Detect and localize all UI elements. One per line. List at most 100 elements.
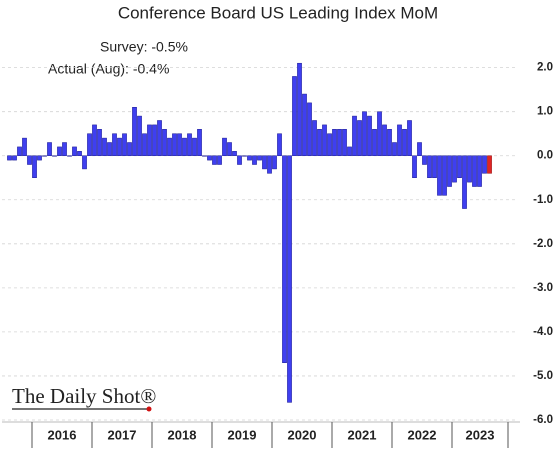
bar [87,133,92,156]
bar [32,155,37,178]
bar [252,155,257,165]
bar [407,120,412,156]
bar [447,155,452,187]
bar [317,129,322,156]
bar [142,133,147,156]
bar [382,124,387,156]
bar [487,155,492,174]
annotation: Survey: -0.5% [100,39,188,55]
bar [337,129,342,156]
bar [92,124,97,156]
y-tick-label: -1.0 [533,194,553,206]
bar [22,137,27,156]
bar [107,142,112,156]
bar [102,137,107,156]
bar [442,155,447,196]
bar [357,120,362,156]
x-tick-label: 2023 [466,427,495,442]
x-tick-label: 2022 [408,427,437,442]
bar [117,137,122,156]
bar [12,155,17,161]
bar [312,120,317,156]
bar [327,133,332,156]
bar [7,155,12,161]
x-tick-label: 2017 [108,427,137,442]
bar [112,133,117,156]
bar [397,124,402,156]
bar [62,142,67,156]
bar [392,142,397,156]
bar [17,146,22,156]
x-tick-label: 2016 [48,427,77,442]
y-tick-label: 0.0 [537,150,553,162]
bar [372,129,377,156]
watermark-dot [146,406,152,412]
bar [342,129,347,156]
bar [457,155,462,178]
bar [287,155,292,403]
bar [257,155,262,161]
bar [182,137,187,156]
bar [362,111,367,156]
bar [322,124,327,156]
bar [37,155,42,161]
bar [42,155,47,157]
bar [292,76,297,156]
y-tick-label: -6.0 [533,414,553,426]
bar [452,155,457,183]
annotation: Actual (Aug): -0.4% [48,61,169,77]
bar [332,129,337,156]
bar [467,155,472,183]
bar [412,155,417,178]
bar [277,133,282,156]
bar [267,155,272,174]
bar [57,146,62,156]
bar [122,133,127,156]
bar [402,129,407,156]
bar [297,62,302,156]
bar [427,155,432,178]
bar [367,115,372,156]
source-watermark: The Daily Shot® [12,384,156,408]
bar [162,129,167,156]
bar [132,107,137,156]
bar [82,155,87,170]
x-tick-label: 2021 [348,427,377,442]
y-tick-label: 1.0 [537,106,553,118]
bar [187,133,192,156]
bar [482,155,487,174]
bar [217,155,222,165]
bar [377,111,382,156]
bar [152,124,157,156]
bar [472,155,477,187]
bar [47,142,52,156]
bar [77,151,82,156]
bar [197,129,202,156]
bar [127,142,132,156]
bar [437,155,442,196]
chart-title: Conference Board US Leading Index MoM [118,3,438,22]
bar [202,155,207,157]
bar [302,93,307,156]
bar [72,146,77,156]
bar [27,155,32,165]
bar [177,133,182,156]
bar [352,115,357,156]
bar [227,142,232,156]
y-tick-label: -4.0 [533,326,553,338]
bar [172,133,177,156]
bar [272,155,277,170]
bar [232,151,237,156]
x-tick-label: 2019 [228,427,257,442]
bar [147,124,152,156]
bar [432,155,437,178]
y-tick-label: -5.0 [533,370,553,382]
bar [167,137,172,156]
bar [387,129,392,156]
bar [347,146,352,156]
x-tick-label: 2018 [168,427,197,442]
bar [212,155,217,165]
bar [137,115,142,156]
bar [462,155,467,209]
bar [237,155,242,165]
